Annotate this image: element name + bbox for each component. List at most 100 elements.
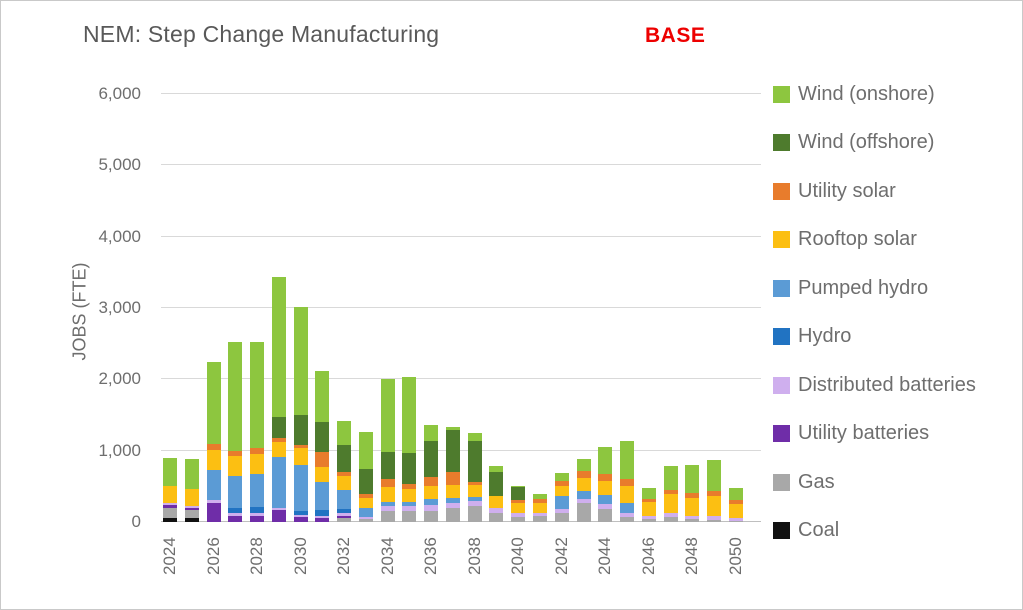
bar-segment-2032-pumped-hydro <box>337 489 352 510</box>
bar-segment-2037-wind-offshore <box>445 429 460 473</box>
bar-2050 <box>728 488 743 522</box>
x-tick-label-2046: 2046 <box>638 537 658 575</box>
gridline-1000 <box>161 449 761 451</box>
bar-2034 <box>380 379 395 522</box>
bar-segment-2049-utility-solar <box>707 490 722 496</box>
bar-segment-2040-utility-solar <box>511 499 526 504</box>
bar-segment-2028-utility-solar <box>250 447 265 454</box>
bar-segment-2042-pumped-hydro <box>554 496 569 510</box>
x-tick-label-2030: 2030 <box>290 537 310 575</box>
legend-swatch-wind-offshore <box>773 134 790 151</box>
bar-2027 <box>228 342 243 522</box>
gridline-4000 <box>161 235 761 237</box>
bar-segment-2048-distributed-batteries <box>685 515 700 520</box>
x-tick-label-2034: 2034 <box>377 537 397 575</box>
bar-segment-2027-wind-onshore <box>228 342 243 451</box>
gridline-2000 <box>161 378 761 380</box>
x-slot-2028: 2028 <box>247 525 266 603</box>
x-slot-2048: 2048 <box>682 525 702 603</box>
bar-segment-2029-utility-solar <box>271 437 286 443</box>
bar-segment-2049-rooftop-solar <box>707 495 722 517</box>
x-slot-2037 <box>446 525 460 603</box>
bar-segment-2031-hydro <box>315 510 330 516</box>
bar-segment-2029-pumped-hydro <box>271 457 286 509</box>
bar-segment-2050-wind-onshore <box>728 488 743 501</box>
legend-item-wind-offshore: Wind (offshore) <box>773 131 976 153</box>
bar-2037 <box>445 427 460 522</box>
bar-segment-2038-pumped-hydro <box>467 497 482 502</box>
bar-2036 <box>424 425 439 522</box>
x-slot-2033 <box>359 525 373 603</box>
bar-segment-2045-gas <box>620 516 635 522</box>
bar-segment-2048-utility-solar <box>685 493 700 498</box>
bar-segment-2044-pumped-hydro <box>598 494 613 504</box>
bar-segment-2026-utility-solar <box>206 443 221 450</box>
bar-segment-2033-gas <box>358 518 373 522</box>
bar-segment-2031-wind-onshore <box>315 370 330 422</box>
bar-segment-2048-rooftop-solar <box>685 497 700 516</box>
bar-segment-2026-rooftop-solar <box>206 449 221 470</box>
y-tick-label-6000: 6,000 <box>98 84 141 103</box>
bar-segment-2033-pumped-hydro <box>358 508 373 517</box>
bar-segment-2035-wind-onshore <box>402 376 417 454</box>
y-tick-label-3000: 3,000 <box>98 298 141 317</box>
x-slot-2026: 2026 <box>204 525 223 603</box>
bar-2030 <box>293 306 308 522</box>
x-slot-2038: 2038 <box>465 525 484 603</box>
legend-label-coal: Coal <box>798 519 840 541</box>
bar-2026 <box>206 361 221 522</box>
legend-label-gas: Gas <box>798 470 835 493</box>
bar-segment-2029-wind-offshore <box>271 417 286 438</box>
x-axis-labels: 2024 2026 2028 2030 2032 2034 2036 2038 2040 2042… <box>160 525 761 603</box>
bar-segment-2038-distributed-batteries <box>467 501 482 506</box>
legend-item-coal: Coal <box>773 519 976 541</box>
x-slot-2035 <box>402 525 416 603</box>
bar-segment-2037-wind-onshore <box>445 427 460 430</box>
y-tick-label-5000: 5,000 <box>98 155 141 175</box>
x-slot-2024: 2024 <box>160 525 179 603</box>
bar-segment-2042-gas <box>554 513 569 522</box>
bar-segment-2025-distributed-batteries <box>184 505 199 508</box>
x-slot-2029 <box>272 525 286 603</box>
bar-segment-2037-pumped-hydro <box>445 498 460 504</box>
bar-segment-2038-gas <box>467 505 482 522</box>
x-slot-2030: 2030 <box>290 525 310 603</box>
x-slot-2045 <box>620 525 634 603</box>
bar-segment-2036-utility-solar <box>424 476 439 487</box>
x-slot-2040: 2040 <box>508 525 527 603</box>
bar-2028 <box>250 342 265 522</box>
bar-segment-2043-gas <box>576 502 591 522</box>
x-tick-label-2048: 2048 <box>682 537 702 575</box>
bar-segment-2036-pumped-hydro <box>424 498 439 505</box>
bar-segment-2042-wind-onshore <box>554 472 569 481</box>
bar-segment-2030-distributed-batteries <box>293 514 308 517</box>
bar-segment-2046-rooftop-solar <box>641 501 656 516</box>
bar-segment-2035-pumped-hydro <box>402 502 417 507</box>
bar-segment-2027-utility-batteries <box>228 515 243 522</box>
bar-2025 <box>184 459 199 522</box>
bar-segment-2041-rooftop-solar <box>533 503 548 514</box>
bar-segment-2034-gas <box>380 510 395 522</box>
bar-segment-2028-pumped-hydro <box>250 473 265 508</box>
bar-segment-2027-rooftop-solar <box>228 455 243 476</box>
legend-swatch-hydro <box>773 328 790 345</box>
x-tick-label-2024: 2024 <box>160 537 179 575</box>
bar-segment-2034-distributed-batteries <box>380 505 395 511</box>
scenario-badge: BASE <box>645 24 706 47</box>
bar-segment-2026-distributed-batteries <box>206 499 221 503</box>
bar-segment-2030-utility-batteries <box>293 516 308 522</box>
legend-item-wind-onshore: Wind (onshore) <box>773 83 976 105</box>
bar-2024 <box>163 457 177 522</box>
x-slot-2034: 2034 <box>377 525 397 603</box>
legend-swatch-coal <box>773 522 790 539</box>
legend-label-pumped-hydro: Pumped hydro <box>798 276 929 299</box>
bar-segment-2031-wind-offshore <box>315 421 330 453</box>
bar-segment-2034-rooftop-solar <box>380 487 395 503</box>
bar-2048 <box>685 465 700 522</box>
bar-segment-2030-wind-offshore <box>293 415 308 446</box>
bar-segment-2046-distributed-batteries <box>641 515 656 520</box>
bar-segment-2032-gas <box>337 517 352 522</box>
bar-segment-2038-wind-onshore <box>467 432 482 442</box>
bar-row <box>161 94 761 522</box>
